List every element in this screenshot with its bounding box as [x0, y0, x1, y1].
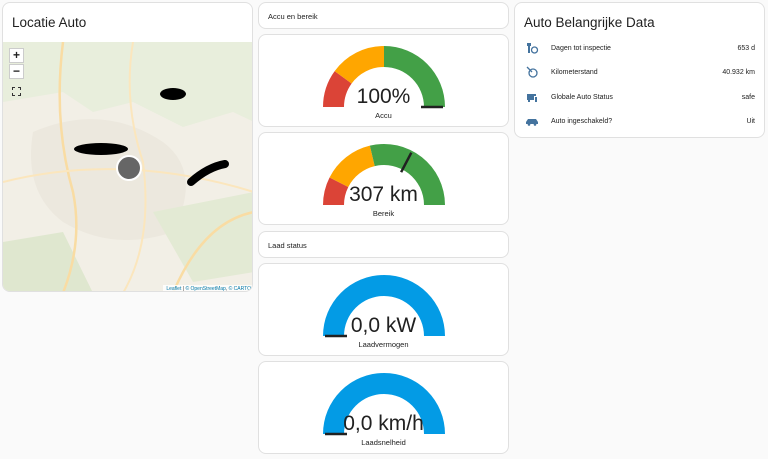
map-card: Locatie Auto + − Leaflet | © OpenStreetM… — [2, 2, 253, 292]
row-label: Kilometerstand — [551, 68, 598, 76]
data-card-title: Auto Belangrijke Data — [524, 15, 655, 30]
entity-row-kilometerstand[interactable]: Kilometerstand 40.932 km — [525, 64, 755, 80]
entity-row-inspectie[interactable]: Dagen tot inspectie 653 d — [525, 40, 755, 56]
entity-row-ingeschakeld[interactable]: Auto ingeschakeld? Uit — [525, 113, 755, 129]
row-label: Globale Auto Status — [551, 93, 613, 101]
map-title: Locatie Auto — [12, 15, 87, 30]
gauge-laadsnelheid[interactable]: 0,0 km/h Laadsnelheid — [258, 361, 509, 454]
gauge-svg — [323, 144, 445, 205]
gauge-value: 0,0 km/h — [343, 412, 424, 435]
gauge-value: 0,0 kW — [350, 314, 417, 337]
gauge-svg — [323, 373, 445, 436]
map-attribution: Leaflet | © OpenStreetMap, © CARTO — [163, 285, 252, 292]
accu-section-title: Accu en bereik — [268, 12, 318, 21]
gauge-segment — [323, 177, 349, 205]
gauge-segment — [323, 373, 445, 434]
row-value: Uit — [746, 117, 755, 125]
gauge-label: Laadsnelheid — [361, 438, 406, 447]
car-info-icon — [527, 94, 537, 102]
gauge-svg — [323, 275, 445, 338]
laad-section-header: Laad status — [258, 231, 509, 258]
gauge-value: 307 km — [349, 183, 418, 206]
gauge-value: 100% — [356, 85, 411, 108]
row-value: 653 d — [737, 44, 755, 52]
counter-icon — [526, 66, 538, 78]
gauge-segment — [323, 71, 352, 107]
map-view[interactable]: + − Leaflet | © OpenStreetMap, © CARTO — [3, 41, 252, 292]
row-label: Dagen tot inspectie — [551, 44, 611, 52]
gauge-label: Bereik — [372, 209, 395, 218]
leaflet-link[interactable]: Leaflet — [166, 286, 182, 292]
zoom-in-button[interactable]: + — [9, 48, 24, 63]
gauge-segment — [384, 46, 445, 107]
gauge-needle — [400, 152, 413, 173]
carto-link[interactable]: © CARTO — [228, 286, 251, 292]
gauge-segment — [329, 145, 375, 187]
row-label: Auto ingeschakeld? — [551, 117, 613, 125]
row-value: 40.932 km — [722, 68, 755, 76]
accu-section-header: Accu en bereik — [258, 2, 509, 29]
gauge-label: Laadvermogen — [358, 340, 409, 349]
car-marker[interactable] — [116, 155, 142, 181]
map-tiles — [3, 41, 252, 291]
row-value: safe — [741, 93, 755, 101]
osm-link[interactable]: © OpenStreetMap — [185, 286, 226, 292]
gauge-label: Accu — [375, 111, 392, 120]
gauge-laadvermogen[interactable]: 0,0 kW Laadvermogen — [258, 263, 509, 356]
zoom-out-button[interactable]: − — [9, 64, 24, 79]
wrench-clock-icon — [527, 43, 539, 54]
gauge-svg — [323, 46, 445, 109]
laad-section-title: Laad status — [268, 241, 307, 250]
gauge-bereik[interactable]: 307 km Bereik — [258, 132, 509, 225]
gauge-segment — [369, 144, 445, 205]
gauge-segment — [323, 275, 445, 336]
gauge-accu[interactable]: 100% Accu — [258, 34, 509, 127]
car-icon — [526, 119, 538, 126]
auto-data-card: Auto Belangrijke Data Dagen tot inspecti… — [514, 2, 765, 138]
fit-bounds-icon[interactable] — [12, 87, 21, 96]
entity-row-status[interactable]: Globale Auto Status safe — [525, 89, 755, 105]
gauge-segment — [334, 46, 384, 84]
